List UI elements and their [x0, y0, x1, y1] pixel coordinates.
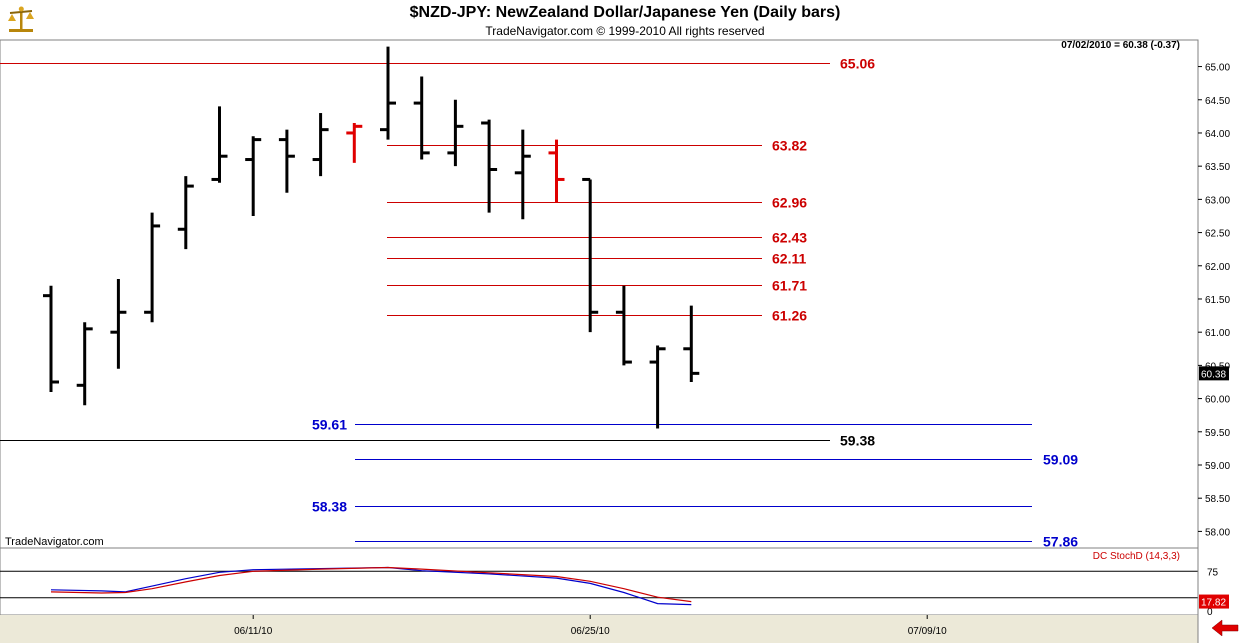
ohlc-bar	[43, 285, 59, 392]
ohlc-bar	[615, 285, 632, 366]
stochastic-d-line	[50, 566, 692, 603]
price-tick-label: 59.50	[1205, 428, 1230, 439]
ohlc-bar	[278, 129, 295, 193]
axes: 58.0058.5059.0059.5060.0060.5061.0061.50…	[0, 40, 1250, 643]
price-tick-label: 60.00	[1205, 395, 1230, 406]
level-label: 61.26	[772, 308, 807, 324]
price-plot-area	[0, 39, 1199, 549]
level-label: 62.43	[772, 230, 807, 246]
stochastic-label: DC StochD (14,3,3)	[1093, 551, 1180, 562]
ohlc-bar	[177, 176, 194, 250]
price-panel: 65.06 63.82 62.96 62.43 62.11 61.71 61.26 59.61…	[0, 39, 1199, 550]
ohlc-bar	[76, 322, 93, 406]
ohlc-bar	[481, 119, 498, 213]
level-label: 61.71	[772, 278, 807, 294]
level-label: 63.82	[772, 138, 807, 154]
scales-logo-icon	[8, 6, 34, 32]
date-axis-band	[0, 615, 1198, 643]
stochastic-tick-label: 0	[1207, 607, 1213, 618]
watermark-text: TradeNavigator.com	[5, 536, 104, 548]
ohlc-bar	[245, 136, 262, 216]
price-tick-label: 63.00	[1205, 195, 1230, 206]
ohlc-bar	[346, 123, 363, 163]
chart-title: $NZD-JPY: NewZealand Dollar/Japanese Yen…	[409, 4, 841, 21]
price-axis-band	[1198, 40, 1250, 643]
ohlc-bar	[548, 139, 565, 203]
ohlc-bar	[144, 212, 161, 323]
price-tick-label: 63.50	[1205, 162, 1230, 173]
copyright-notice: TradeNavigator.com © 1999-2010 All right…	[485, 24, 765, 38]
date-tick-label: 07/09/10	[908, 626, 947, 637]
level-label: 59.38	[840, 433, 875, 449]
ohlc-bar	[380, 46, 396, 140]
price-tick-label: 62.00	[1205, 262, 1230, 273]
stochastic-last-box	[1199, 594, 1229, 609]
date-tick-label: 06/25/10	[571, 626, 610, 637]
ohlc-bar	[211, 106, 228, 183]
price-tick-label: 64.50	[1205, 96, 1230, 107]
scroll-left-arrow-icon	[1211, 619, 1239, 637]
price-tick-label: 59.00	[1205, 461, 1230, 472]
date-tick-label: 06/11/10	[234, 626, 273, 637]
stochastic-panel: DC StochD (14,3,3)	[0, 547, 1199, 616]
ohlc-bar	[683, 305, 700, 382]
ohlc-bar	[413, 76, 430, 160]
price-tick-label: 62.50	[1205, 229, 1230, 240]
ohlc-bar	[110, 279, 127, 369]
last-price-label: 60.38	[1201, 369, 1226, 380]
ohlc-bar	[447, 99, 464, 167]
ohlc-bar	[649, 345, 666, 429]
ohlc-bar	[582, 177, 599, 333]
level-label: 62.11	[772, 251, 806, 267]
level-label: 59.09	[1043, 452, 1078, 468]
stochastic-last-label: 17.82	[1201, 598, 1226, 609]
price-tick-label: 65.00	[1205, 63, 1230, 74]
last-value-readout: 07/02/2010 = 60.38 (-0.37)	[1061, 40, 1180, 51]
ohlc-bar	[312, 113, 329, 177]
price-tick-label: 61.00	[1205, 328, 1230, 339]
level-label: 65.06	[840, 56, 875, 72]
last-price-box	[1199, 366, 1229, 381]
level-label: 57.86	[1043, 534, 1078, 550]
level-label: 58.38	[312, 499, 347, 515]
price-tick-label: 61.50	[1205, 295, 1230, 306]
price-tick-label: 58.00	[1205, 527, 1230, 538]
stochastic-plot-area	[0, 547, 1199, 616]
level-label: 62.96	[772, 195, 807, 211]
price-tick-label: 58.50	[1205, 494, 1230, 505]
stochastic-tick-label: 75	[1207, 567, 1219, 578]
level-label: 59.61	[312, 417, 347, 433]
price-tick-label: 64.00	[1205, 129, 1230, 140]
ohlc-bar	[514, 129, 531, 220]
